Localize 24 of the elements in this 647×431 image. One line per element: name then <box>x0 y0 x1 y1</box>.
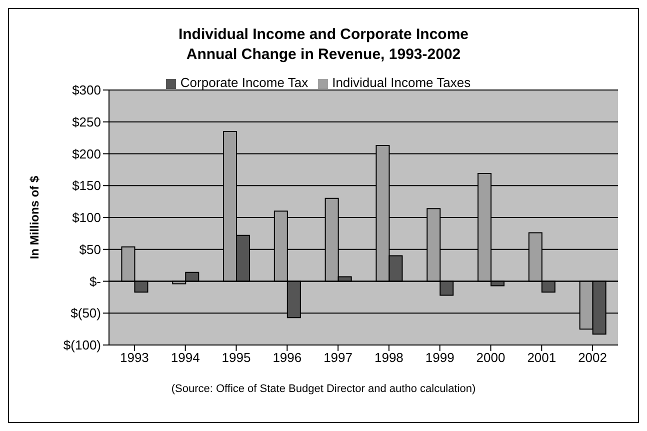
y-tick-label: $200 <box>72 146 101 162</box>
y-tick-label: $100 <box>72 210 101 226</box>
x-tick-label: 1996 <box>272 350 302 366</box>
chart-title: Individual Income and Corporate Income Annual Change in Revenue, 1993-2002 <box>177 25 470 65</box>
y-tick-label: $(50) <box>70 306 101 321</box>
x-tick-label: 2002 <box>578 350 608 366</box>
x-tick-label: 1999 <box>425 350 454 366</box>
y-tick-label: $250 <box>72 114 101 130</box>
y-tick-label: $50 <box>79 242 101 257</box>
x-tick-label: 1997 <box>324 350 353 366</box>
x-tick-label: 1994 <box>170 350 200 366</box>
x-tick-label: 1993 <box>120 350 149 366</box>
legend-label: Individual Income Taxes <box>332 75 471 90</box>
text: (Source: Office of State Budget Director and autho calculation) <box>170 383 477 395</box>
legend-label: Corporate Income Tax <box>180 75 308 90</box>
x-tick-label: 1995 <box>222 350 251 366</box>
y-tick-label: $150 <box>72 178 101 194</box>
y-tick-label: $(100) <box>63 338 101 353</box>
y-tick-label: $300 <box>72 82 101 98</box>
x-tick-label: 2001 <box>527 350 556 366</box>
x-tick-label: 2000 <box>476 350 506 366</box>
y-axis-title: In Millions of $ <box>27 176 42 260</box>
y-tick-label: $- <box>89 274 101 289</box>
x-tick-label: 1998 <box>374 350 404 366</box>
